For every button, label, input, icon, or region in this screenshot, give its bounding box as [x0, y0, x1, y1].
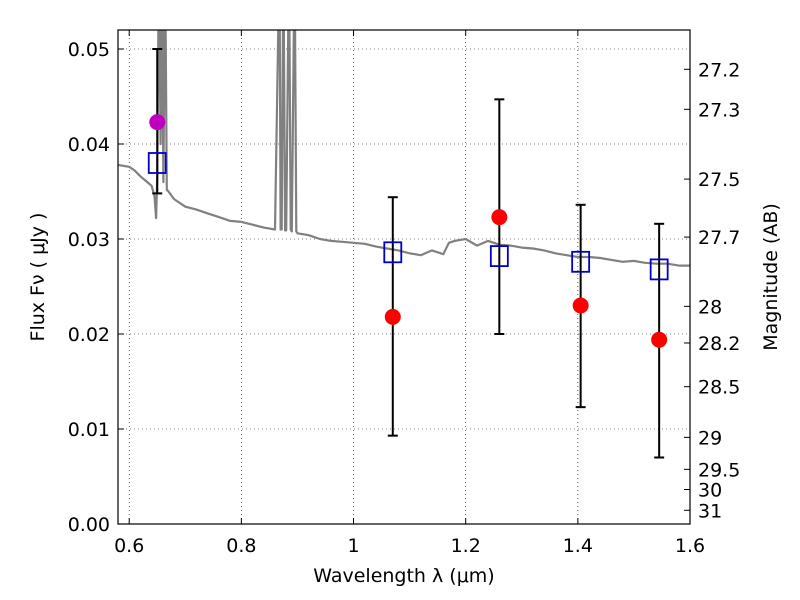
- mag-tick-label: 28.2: [698, 333, 740, 355]
- observed-point: [149, 114, 166, 131]
- x-axis-title: Wavelength λ (μm): [313, 565, 494, 587]
- plot-area: [118, 30, 690, 267]
- x-tick-label: 1.6: [675, 535, 705, 557]
- x-tick-label: 0.6: [114, 535, 144, 557]
- x-tick-labels: 0.6 0.8 1 1.2 1.4 1.6: [114, 535, 705, 557]
- y-tick-label: 0.03: [68, 229, 110, 251]
- y-tick-labels: 0.00 0.01 0.02 0.03 0.04 0.05: [68, 39, 110, 536]
- mag-tick-label: 28.5: [698, 377, 740, 399]
- mag-tick-label: 27.3: [698, 99, 740, 121]
- tick-marks: [118, 30, 691, 525]
- model-square: [649, 258, 669, 281]
- y-tick-label: 0.05: [68, 39, 110, 61]
- axes-frame: [117, 29, 691, 525]
- data-points: [147, 48, 669, 459]
- mag-tick-label: 28: [698, 296, 722, 318]
- mag-tick-label: 27.5: [698, 169, 740, 191]
- y-tick-label: 0.02: [68, 324, 110, 346]
- y-tick-label: 0.04: [68, 134, 110, 156]
- observed-point: [384, 308, 401, 325]
- model-square: [147, 152, 167, 174]
- observed-point: [572, 297, 589, 314]
- model-square: [571, 250, 591, 273]
- observed-point: [651, 331, 668, 348]
- x-tick-label: 0.8: [226, 535, 256, 557]
- model-square: [489, 245, 509, 268]
- mag-tick-label: 29: [698, 427, 722, 449]
- y-tick-label: 0.00: [68, 514, 110, 536]
- mag-tick-label: 29.5: [698, 459, 740, 481]
- y-tick-label: 0.01: [68, 419, 110, 441]
- spectrum-line: [118, 30, 690, 267]
- x-tick-label: 1.4: [563, 535, 593, 557]
- y-axis-title: Flux Fν ( μJy ): [27, 213, 49, 342]
- x-tick-label: 1.2: [451, 535, 481, 557]
- right-axis-title: Magnitude (AB): [760, 203, 782, 351]
- x-tick-label: 1: [347, 535, 359, 557]
- observed-point: [491, 209, 508, 226]
- mag-tick-label: 27.2: [698, 59, 740, 81]
- mag-tick-label: 30: [698, 480, 722, 502]
- mag-tick-label: 27.7: [698, 227, 740, 249]
- model-square: [383, 241, 403, 264]
- mag-tick-label: 31: [698, 500, 722, 522]
